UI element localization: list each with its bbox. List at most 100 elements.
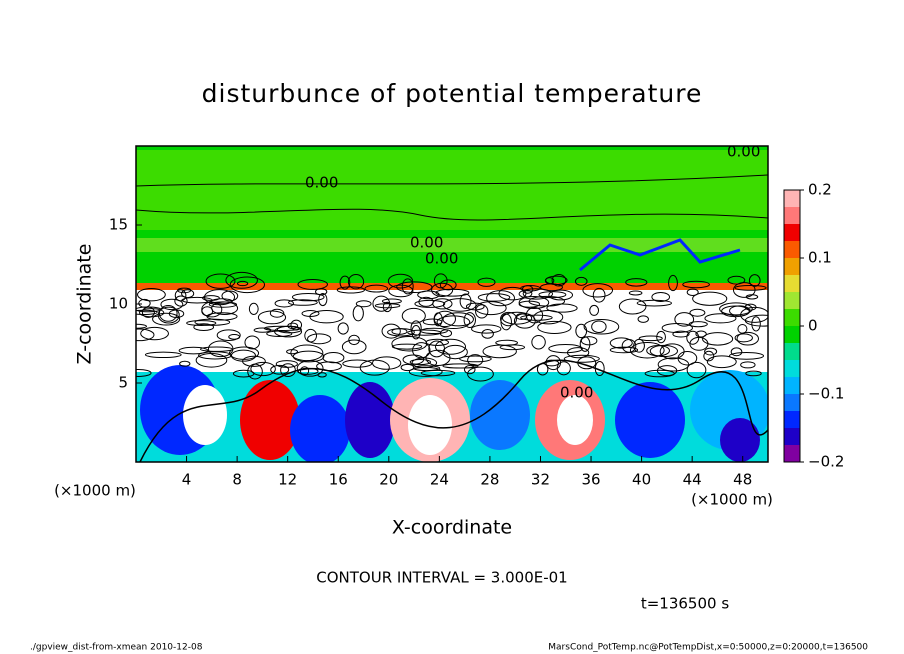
- contour-line: [248, 302, 259, 315]
- contour-line: [682, 280, 710, 289]
- colorbar-tick-label: −0.1: [808, 385, 844, 403]
- colorbar-band: [784, 292, 800, 309]
- contour-label: 0.00: [560, 384, 593, 402]
- x-axis-label: X-coordinate: [392, 517, 512, 539]
- contour-line: [178, 346, 209, 355]
- contour-line: [482, 344, 517, 359]
- x-tick-label: 20: [379, 471, 398, 489]
- contour-line: [520, 314, 553, 321]
- contour-line: [477, 277, 496, 287]
- contour-line: [439, 279, 457, 291]
- colorbar-tick-label: −0.2: [808, 453, 844, 471]
- contour-line: [651, 291, 671, 302]
- colorbar-band: [784, 326, 800, 343]
- contour-line: [695, 330, 707, 338]
- contour-line: [266, 330, 293, 337]
- contour-line: [463, 312, 476, 328]
- colorbar-tick-label: 0.2: [808, 181, 832, 199]
- footer-left: ./gpview_dist-from-xmean 2010-12-08: [30, 643, 203, 653]
- contour-line: [136, 328, 155, 342]
- contour-line: [609, 337, 633, 349]
- contour-line: [486, 290, 515, 307]
- contour-line: [407, 329, 442, 336]
- contour-line: [625, 278, 648, 287]
- x-tick-label: 12: [278, 471, 297, 489]
- contour-line: [348, 334, 360, 346]
- contour-line: [538, 291, 567, 299]
- colorbar-band: [784, 360, 800, 377]
- footer-right: MarsCond_PotTemp.nc@PotTempDist,x=0:5000…: [548, 643, 868, 653]
- contour-line: [591, 320, 607, 334]
- contour-line: [463, 364, 476, 375]
- x-tick-label: 24: [430, 471, 449, 489]
- contour-line: [160, 298, 184, 311]
- contour-line: [174, 295, 188, 307]
- contour-line: [659, 343, 685, 360]
- contour-line: [672, 330, 690, 338]
- contour-line: [412, 365, 441, 372]
- contour-line: [618, 298, 647, 315]
- contour-line: [425, 338, 449, 346]
- contour-line: [436, 315, 471, 330]
- contour-label: 0.00: [425, 250, 458, 268]
- contour-line: [250, 361, 276, 377]
- contour-line: [152, 312, 181, 326]
- contour-line: [740, 361, 756, 369]
- contour-line: [419, 327, 448, 334]
- contour-line: [428, 340, 445, 358]
- colorbar-band: [784, 394, 800, 411]
- y-axis-label: Z-coordinate: [74, 244, 96, 365]
- contour-line: [467, 366, 494, 382]
- contour-line: [322, 352, 345, 364]
- contour-line: [499, 344, 526, 351]
- contour-line: [734, 333, 753, 343]
- contour-line: [297, 367, 319, 375]
- contour-line: [381, 323, 401, 339]
- x-tick-label: 44: [683, 471, 702, 489]
- colorbar-band: [784, 411, 800, 428]
- contour-line: [269, 308, 285, 318]
- contour-line: [228, 333, 241, 340]
- contour-line: [193, 323, 215, 332]
- contour-line: [201, 301, 223, 318]
- contour-line: [140, 326, 169, 341]
- contour-line: [536, 362, 549, 376]
- contour-line: [229, 276, 266, 294]
- contour-line: [702, 332, 734, 346]
- contour-line: [545, 275, 568, 286]
- contour-line: [442, 363, 479, 369]
- contour-line: [703, 350, 715, 362]
- contour-line: [727, 275, 746, 285]
- contour-line: [500, 313, 512, 331]
- contour-line: [628, 290, 643, 296]
- x-tick-label: 4: [182, 471, 192, 489]
- field: [136, 146, 768, 462]
- y-tick-label: 5: [118, 374, 128, 392]
- contour-line: [475, 304, 489, 319]
- contour-line: [513, 313, 536, 329]
- contour-line: [433, 273, 448, 289]
- colorbar-band: [784, 275, 800, 292]
- contour-line: [579, 336, 591, 352]
- contour-line: [431, 282, 454, 298]
- contour-line: [225, 271, 258, 289]
- colorbar-band: [784, 258, 800, 275]
- contour-line: [686, 288, 699, 297]
- colorbar-tick-label: 0.1: [808, 249, 832, 267]
- contour-line: [414, 299, 446, 308]
- contour-line: [629, 342, 665, 359]
- contour-line: [401, 278, 414, 295]
- contour-line: [422, 318, 443, 326]
- contour-line: [355, 300, 372, 308]
- contour-line: [537, 320, 572, 334]
- contour-line: [309, 310, 344, 324]
- contour-line: [387, 273, 414, 289]
- y-tick-label: 10: [109, 295, 128, 313]
- contour-line: [548, 344, 583, 354]
- contour-line: [728, 352, 765, 360]
- contour-line: [141, 306, 155, 318]
- contour-line: [242, 355, 266, 367]
- contour-line: [136, 368, 152, 377]
- contour-line: [286, 349, 299, 355]
